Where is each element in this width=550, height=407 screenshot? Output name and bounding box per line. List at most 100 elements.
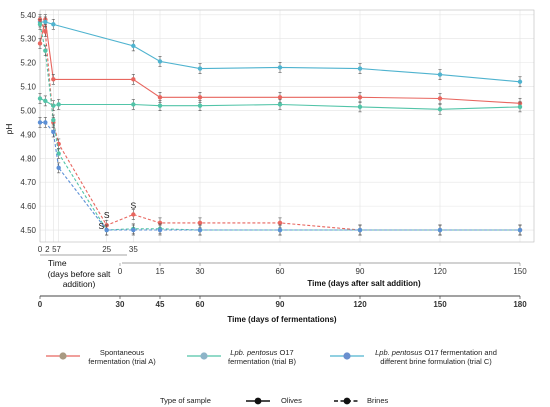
data-point	[37, 41, 43, 46]
axis-before-salt-tick: 35	[129, 245, 138, 254]
data-point	[437, 96, 443, 101]
axis-after-salt-tick: 120	[433, 267, 447, 276]
data-point	[197, 66, 203, 71]
legend-label-c-rest: O17 fermentation and	[422, 348, 497, 357]
data-point	[277, 102, 283, 107]
data-point	[104, 227, 109, 233]
y-axis-label: pH	[4, 124, 14, 135]
y-tick-label: 5.30	[20, 35, 36, 44]
legend-swatch-marker-a	[59, 352, 67, 360]
legend-brines-marker	[343, 397, 351, 405]
data-point	[43, 120, 48, 125]
legend-brines-label: Brines	[367, 396, 389, 405]
axis-after-salt-tick: 60	[276, 267, 285, 276]
axis-before-salt-label-1: Time	[48, 258, 67, 268]
data-point	[357, 66, 363, 71]
legend-sample-title: Type of sample	[160, 396, 211, 405]
axis-after-salt-label: Time (days after salt addition)	[307, 279, 421, 288]
data-point	[357, 104, 363, 110]
legend-swatch-marker-c	[343, 352, 351, 360]
data-point	[43, 48, 48, 53]
axis-total-days-tick: 45	[156, 300, 165, 309]
legend-label-c-italic: Lpb. pentosus	[375, 348, 422, 357]
data-point	[37, 96, 43, 101]
axis-before-salt: Time (days before salt addition) 0 2 5 7 25 3…	[38, 245, 139, 289]
data-point	[37, 22, 43, 27]
data-point	[277, 95, 283, 100]
data-point	[51, 77, 56, 82]
data-point	[131, 77, 136, 82]
data-point	[157, 227, 163, 233]
axis-before-salt-label-3: addition)	[63, 279, 96, 289]
data-point	[157, 103, 163, 108]
data-point	[131, 227, 136, 233]
legend-label-b-rest: O17	[277, 348, 293, 357]
y-tick-label: 5.20	[20, 59, 36, 68]
legend-olives-label: Olives	[281, 396, 302, 405]
grid-layer	[39, 10, 534, 242]
series-line	[40, 21, 521, 83]
data-point	[51, 129, 56, 135]
data-point	[56, 102, 61, 107]
legend-item-trial-c: Lpb. pentosus O17 fermentation and diffe…	[330, 348, 497, 366]
axis-after-salt-tick: 150	[513, 267, 527, 276]
data-point	[37, 120, 43, 125]
data-point	[43, 19, 48, 25]
legend-sample-brines: Brines	[334, 396, 389, 405]
plot-frame	[39, 9, 535, 243]
axis-before-salt-tick: 0	[38, 245, 43, 254]
annotation-label: S	[98, 221, 104, 231]
data-point	[517, 79, 523, 84]
axis-after-salt-tick: 30	[196, 267, 205, 276]
axis-after-salt-tick: 90	[356, 267, 365, 276]
y-tick-label: 5.40	[20, 11, 36, 20]
annotation-label: S	[130, 201, 136, 211]
data-point	[56, 151, 61, 156]
data-point	[51, 117, 56, 123]
data-point	[357, 227, 363, 233]
axis-total-days-tick: 180	[513, 300, 527, 309]
axis-after-salt-tick: 0	[118, 267, 123, 276]
annotation-label: S	[104, 210, 110, 220]
annotations-layer: SSS	[98, 201, 136, 231]
legend: Spontaneous fermentation (trial A) Lpb. …	[46, 348, 497, 405]
data-point	[437, 227, 443, 233]
data-point	[277, 220, 283, 226]
legend-label-c-2: different brine formulation (trial C)	[380, 357, 492, 366]
data-point	[277, 65, 283, 70]
series-line	[39, 19, 521, 104]
data-point	[157, 59, 163, 64]
legend-sample-olives: Olives	[246, 396, 302, 405]
y-tick-label: 4.80	[20, 154, 36, 163]
y-tick-label: 5.00	[20, 106, 36, 115]
axis-total-days-tick: 120	[353, 300, 367, 309]
axes-layer: 4.50 4.60 4.70 4.80 4.90 5.00 5.10 5.20 5.30 5.40	[20, 9, 535, 243]
y-tick-label: 4.60	[20, 202, 36, 211]
y-tick-label: 5.10	[20, 83, 36, 92]
data-point	[131, 102, 136, 107]
legend-swatch-marker-b	[200, 352, 208, 360]
y-tick-label: 4.70	[20, 178, 36, 187]
data-point	[197, 220, 203, 226]
legend-olives-marker	[254, 397, 262, 405]
axis-total-days-tick: 60	[196, 300, 205, 309]
axis-total-days-label: Time (days of fermentations)	[227, 315, 337, 324]
data-point	[43, 98, 48, 104]
axis-total-days-tick: 30	[116, 300, 125, 309]
legend-label-b-italic: Lpb. pentosus	[230, 348, 277, 357]
data-point	[197, 103, 203, 108]
axis-before-salt-tick: 5	[52, 245, 57, 254]
axis-total-days-tick: 90	[276, 300, 285, 309]
axis-total-days-tick: 0	[38, 300, 43, 309]
axis-before-salt-label-2: (days before salt	[48, 269, 111, 279]
axis-after-salt: Time (days after salt addition) 0 15 30 60 9…	[118, 262, 527, 288]
data-point	[56, 165, 61, 171]
series-layer	[37, 14, 523, 236]
data-point	[131, 212, 136, 217]
data-point	[131, 43, 136, 49]
data-point	[43, 29, 48, 34]
data-point	[517, 227, 523, 233]
axis-total-days-tick: 150	[433, 300, 447, 309]
